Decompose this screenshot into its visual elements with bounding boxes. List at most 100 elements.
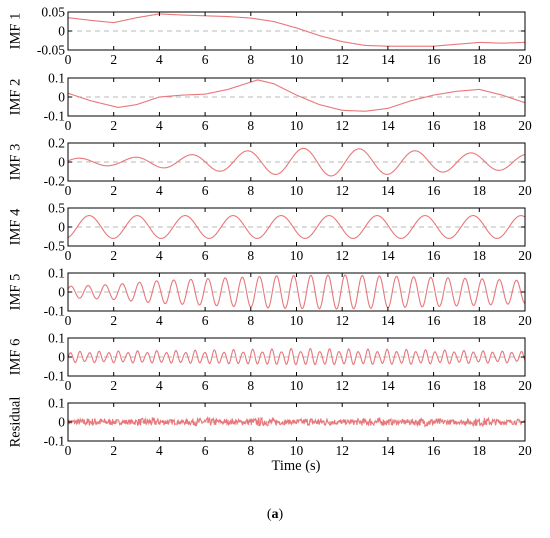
x-tick-label: 18 <box>473 52 487 67</box>
x-tick-label: 8 <box>247 443 254 458</box>
x-tick-label: 14 <box>381 313 395 328</box>
x-tick-label: 10 <box>290 118 304 133</box>
x-tick-label: 10 <box>290 378 304 393</box>
x-tick-label: 0 <box>65 183 72 198</box>
x-tick-label: 16 <box>427 378 441 393</box>
x-tick-label: 12 <box>335 118 349 133</box>
x-tick-label: 18 <box>473 313 487 328</box>
x-tick-label: 20 <box>518 248 532 263</box>
x-tick-label: 12 <box>335 313 349 328</box>
x-tick-label: 12 <box>335 52 349 67</box>
x-tick-label: 6 <box>202 183 209 198</box>
x-tick-label: 16 <box>427 248 441 263</box>
x-tick-label: 14 <box>381 52 395 67</box>
x-tick-label: 0 <box>65 52 72 67</box>
x-tick-label: 2 <box>110 52 117 67</box>
x-tick-label: 10 <box>290 183 304 198</box>
y-tick-label: -0.5 <box>44 239 66 254</box>
x-tick-label: 0 <box>65 378 72 393</box>
x-tick-label: 12 <box>335 378 349 393</box>
x-tick-label: 6 <box>202 248 209 263</box>
y-axis-title: Residual <box>7 397 23 448</box>
x-tick-label: 18 <box>473 183 487 198</box>
x-tick-label: 18 <box>473 443 487 458</box>
y-tick-label: 0 <box>58 24 65 39</box>
x-tick-label: 18 <box>473 378 487 393</box>
x-tick-label: 4 <box>156 378 163 393</box>
y-tick-label: 0.1 <box>48 71 65 86</box>
y-tick-label: -0.1 <box>44 109 65 124</box>
y-axis-title: IMF 2 <box>7 79 23 116</box>
y-tick-label: 0 <box>58 90 65 105</box>
y-tick-label: 0.2 <box>48 136 65 151</box>
x-tick-label: 2 <box>110 183 117 198</box>
x-tick-label: 16 <box>427 313 441 328</box>
y-tick-label: -0.1 <box>44 434 65 449</box>
y-tick-label: 0 <box>58 220 65 235</box>
x-tick-label: 6 <box>202 118 209 133</box>
x-tick-label: 14 <box>381 443 395 458</box>
y-axis-title: IMF 5 <box>7 274 23 311</box>
x-tick-label: 10 <box>290 443 304 458</box>
y-tick-label: 0 <box>58 415 65 430</box>
y-tick-label: 0 <box>58 285 65 300</box>
x-tick-label: 20 <box>518 52 532 67</box>
x-tick-label: 14 <box>381 378 395 393</box>
x-tick-label: 4 <box>156 443 163 458</box>
x-tick-label: 6 <box>202 52 209 67</box>
x-tick-label: 6 <box>202 443 209 458</box>
y-tick-label: 0.1 <box>48 396 65 411</box>
series-line-imf-5 <box>67 274 526 310</box>
x-tick-label: 0 <box>65 313 72 328</box>
y-tick-label: 0.5 <box>48 201 65 216</box>
x-tick-label: 8 <box>247 118 254 133</box>
y-tick-label: 0.1 <box>48 331 65 346</box>
x-tick-label: 8 <box>247 248 254 263</box>
x-tick-label: 4 <box>156 118 163 133</box>
x-tick-label: 2 <box>110 118 117 133</box>
figure-caption: (a) <box>267 507 284 522</box>
x-tick-label: 4 <box>156 248 163 263</box>
x-tick-label: 14 <box>381 118 395 133</box>
series-line-residual <box>67 415 526 428</box>
x-tick-label: 16 <box>427 118 441 133</box>
y-tick-label: -0.1 <box>44 304 65 319</box>
y-tick-label: 0.1 <box>48 266 65 281</box>
series-line-imf-3 <box>67 147 526 177</box>
y-tick-label: -0.2 <box>44 174 65 189</box>
y-axis-title: IMF 6 <box>7 339 23 376</box>
x-tick-label: 0 <box>65 118 72 133</box>
y-tick-label: -0.05 <box>37 43 65 58</box>
x-tick-label: 8 <box>247 52 254 67</box>
x-tick-label: 12 <box>335 248 349 263</box>
x-tick-label: 8 <box>247 313 254 328</box>
x-tick-label: 0 <box>65 248 72 263</box>
x-tick-label: 8 <box>247 378 254 393</box>
y-axis-title: IMF 3 <box>7 144 23 181</box>
y-axis-title: IMF 4 <box>7 208 23 245</box>
x-tick-label: 0 <box>65 443 72 458</box>
x-tick-label: 18 <box>473 118 487 133</box>
x-tick-label: 16 <box>427 52 441 67</box>
x-tick-label: 20 <box>518 183 532 198</box>
y-tick-label: 0.05 <box>41 5 65 20</box>
x-tick-label: 20 <box>518 378 532 393</box>
x-tick-label: 4 <box>156 183 163 198</box>
x-tick-label: 2 <box>110 248 117 263</box>
y-tick-label: 0 <box>58 155 65 170</box>
x-tick-label: 10 <box>290 313 304 328</box>
x-tick-label: 6 <box>202 313 209 328</box>
x-axis-title: Time (s) <box>271 458 320 474</box>
x-tick-label: 18 <box>473 248 487 263</box>
x-tick-label: 10 <box>290 52 304 67</box>
series-line-imf-4 <box>67 215 526 239</box>
series-line-imf-1 <box>67 13 526 47</box>
y-tick-label: -0.1 <box>44 369 65 384</box>
